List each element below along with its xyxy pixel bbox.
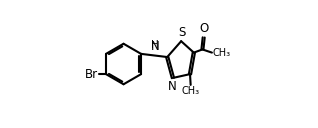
Text: H: H [151, 40, 159, 50]
Text: O: O [199, 22, 209, 35]
Text: N: N [150, 40, 159, 53]
Text: N: N [168, 80, 177, 93]
Text: CH₃: CH₃ [182, 86, 200, 96]
Text: S: S [178, 26, 185, 39]
Text: Br: Br [85, 68, 98, 81]
Text: CH₃: CH₃ [212, 48, 231, 58]
